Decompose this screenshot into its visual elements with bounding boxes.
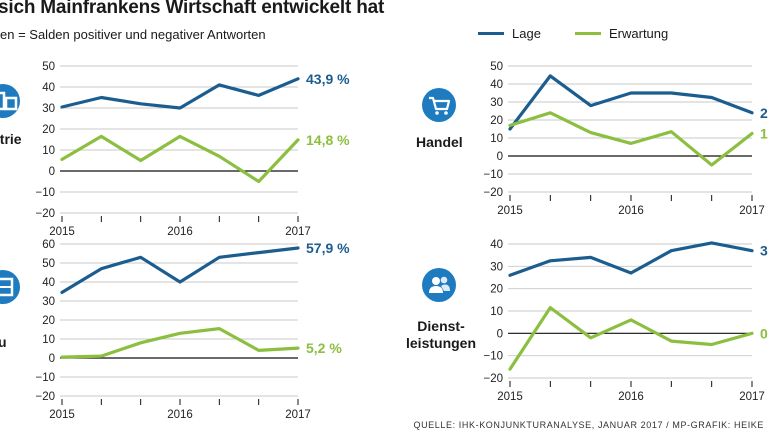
series-line-erwartung: [60, 134, 300, 184]
factory-icon: [0, 84, 20, 118]
end-label-erwartung: 1: [760, 126, 768, 142]
y-tick-label: 30: [42, 103, 55, 115]
y-tick-label: 30: [42, 296, 55, 308]
y-tick-label: 60: [42, 239, 55, 251]
y-tick-label: 0: [49, 166, 55, 178]
y-tick-label: −10: [483, 351, 503, 363]
end-label-lage: 43,9 %: [306, 71, 350, 87]
legend-lage-swatch: [478, 32, 504, 35]
building-icon: [0, 270, 20, 304]
end-label-erwartung: 14,8 %: [306, 132, 350, 148]
series-line-erwartung: [508, 306, 754, 371]
x-tick-label: 2015: [497, 391, 523, 403]
y-tick-label: 30: [490, 97, 503, 109]
x-tick-label: 2016: [618, 391, 644, 403]
y-tick-label: −20: [35, 391, 55, 403]
category-label-industrie: strie: [0, 131, 22, 147]
series-line-lage: [508, 241, 754, 277]
y-tick-label: 40: [42, 82, 55, 94]
y-tick-label: −20: [483, 187, 503, 199]
y-tick-label: −10: [35, 187, 55, 199]
y-tick-label: 10: [42, 145, 55, 157]
y-tick-label: 10: [490, 133, 503, 145]
y-tick-label: 10: [42, 334, 55, 346]
chart-subtitle: en = Salden positiver und negativer Antw…: [0, 27, 266, 42]
category-label-handel: Handel: [416, 134, 463, 150]
y-tick-label: 20: [490, 115, 503, 127]
people-icon: [422, 268, 456, 302]
x-tick-label: 2016: [618, 205, 644, 217]
x-tick-label: 2015: [49, 226, 75, 238]
category-label-bau: u: [0, 334, 7, 350]
legend-lage: Lage: [478, 26, 541, 41]
y-tick-label: 20: [490, 284, 503, 296]
y-tick-label: −20: [483, 373, 503, 385]
category-label-dienstleistungen: Dienst-leistungen: [406, 318, 477, 351]
legend-erwartung-label: Erwartung: [609, 26, 669, 41]
y-tick-label: 50: [490, 61, 503, 73]
y-tick-label: −10: [483, 169, 503, 181]
end-label-lage: 2: [760, 105, 768, 121]
y-tick-label: 40: [490, 239, 503, 251]
legend-erwartung-swatch: [575, 32, 601, 35]
x-tick-label: 2017: [285, 409, 311, 421]
y-tick-label: 10: [490, 306, 503, 318]
y-tick-label: 40: [42, 277, 55, 289]
x-tick-label: 2017: [285, 226, 311, 238]
x-tick-label: 2016: [167, 226, 193, 238]
shopping-cart-icon: [422, 88, 456, 122]
y-tick-label: 50: [42, 61, 55, 73]
legend-lage-label: Lage: [512, 26, 541, 41]
x-tick-label: 2017: [739, 205, 765, 217]
y-tick-label: 30: [490, 261, 503, 273]
x-tick-label: 2015: [497, 205, 523, 217]
end-label-erwartung: 5,2 %: [306, 340, 342, 356]
y-tick-label: 40: [490, 79, 503, 91]
y-tick-label: 0: [497, 328, 503, 340]
y-tick-label: 20: [42, 315, 55, 327]
y-tick-label: 50: [42, 258, 55, 270]
end-label-lage: 3: [760, 243, 768, 259]
y-tick-label: 0: [497, 151, 503, 163]
end-label-lage: 57,9 %: [306, 240, 350, 256]
y-tick-label: 20: [42, 124, 55, 136]
end-label-erwartung: 0: [760, 325, 768, 341]
y-tick-label: −20: [35, 208, 55, 220]
source-note: QUELLE: IHK-KONJUNKTURANALYSE, JANUAR 20…: [413, 420, 764, 430]
x-tick-label: 2016: [167, 409, 193, 421]
y-tick-label: −10: [35, 372, 55, 384]
x-tick-label: 2015: [49, 409, 75, 421]
y-tick-label: 0: [49, 353, 55, 365]
chart-title: sich Mainfrankens Wirtschaft entwickelt …: [0, 0, 385, 18]
legend-erwartung: Erwartung: [575, 26, 668, 41]
x-tick-label: 2017: [739, 391, 765, 403]
